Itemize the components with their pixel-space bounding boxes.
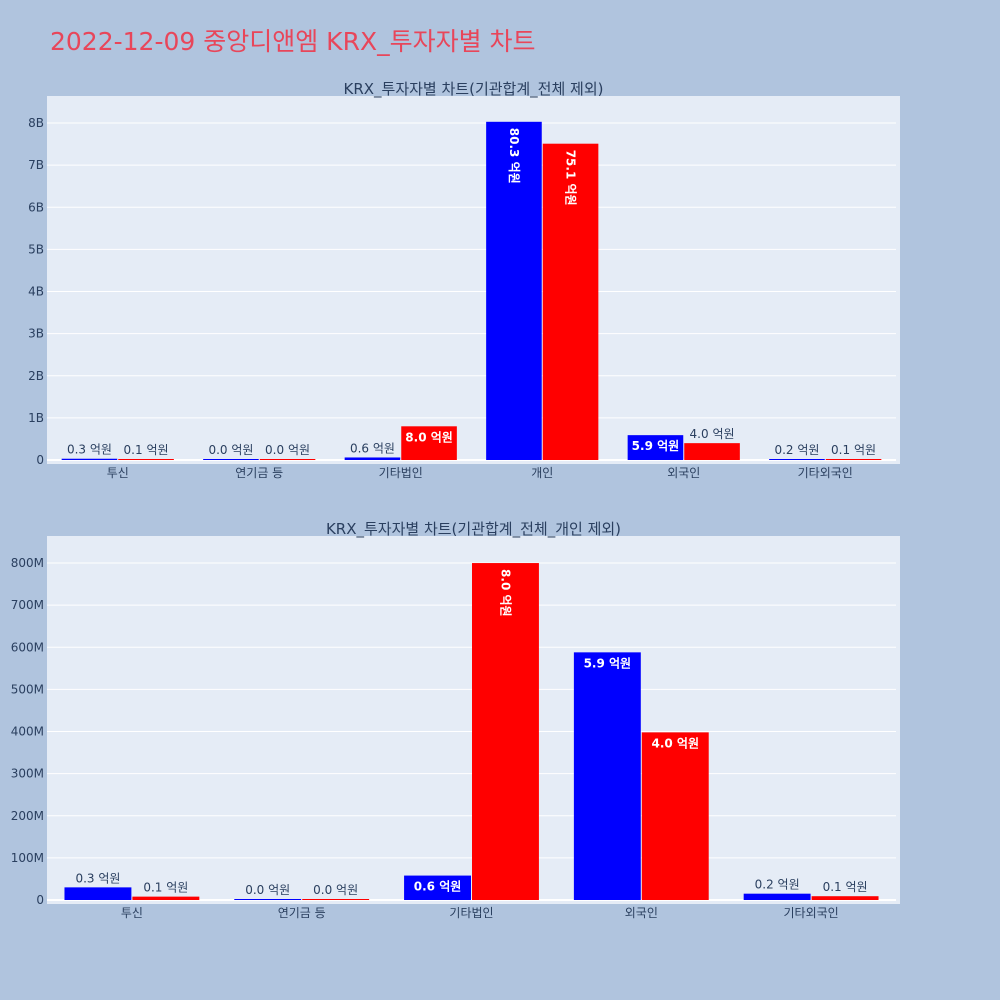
- data-label: 0.1 억원: [143, 881, 188, 895]
- bar: [61, 458, 118, 460]
- data-label: 0.3 억원: [67, 443, 112, 457]
- y-tick-label: 500M: [11, 682, 44, 696]
- chart-title: KRX_투자자별 차트(기관합계_전체_개인 제외): [326, 520, 621, 539]
- bar: [743, 893, 811, 900]
- y-tick-label: 2B: [28, 369, 44, 383]
- bar: [203, 459, 259, 460]
- bar: [486, 121, 542, 461]
- data-label: 0.3 억원: [75, 871, 120, 885]
- bar: [641, 732, 709, 900]
- data-label: 5.9 억원: [632, 439, 680, 453]
- data-label: 0.1 억원: [823, 880, 868, 894]
- data-label: 0.6 억원: [350, 441, 395, 455]
- bar: [825, 459, 882, 460]
- bar: [344, 457, 401, 460]
- bar: [64, 887, 132, 900]
- data-label: 0.0 억원: [313, 883, 358, 897]
- bar: [118, 459, 174, 460]
- bar: [542, 143, 599, 460]
- chart-2: 0 100M 200M 300M 400M 500M 600M 700M 800M KRX_투자자…: [11, 520, 900, 920]
- plot-area: [47, 96, 900, 464]
- x-tick-label: 연기금 등: [235, 466, 283, 480]
- x-tick-label: 기타외국인: [783, 906, 838, 920]
- data-label: 0.1 억원: [831, 443, 876, 457]
- y-tick-label: 400M: [11, 725, 44, 739]
- bar: [404, 875, 471, 900]
- y-tick-label: 8B: [28, 116, 44, 130]
- chart-1: 0 1B 2B 3B 4B 5B 6B 7B 8B KRX_투자자별 차트(기관합계_전체 제외)…: [28, 80, 900, 480]
- data-label: 0.2 억원: [774, 443, 819, 457]
- bar: [302, 899, 370, 900]
- y-tick-label: 600M: [11, 640, 44, 654]
- x-tick-label: 기타법인: [379, 466, 423, 480]
- data-label: 0.0 억원: [208, 443, 253, 457]
- data-label: 4.0 억원: [690, 427, 735, 441]
- bar: [259, 459, 316, 460]
- data-label: 0.1 억원: [124, 443, 169, 457]
- y-tick-label: 200M: [11, 809, 44, 823]
- bar: [472, 563, 539, 900]
- y-tick-label: 700M: [11, 598, 44, 612]
- bar: [627, 435, 684, 460]
- data-label: 80.3 억원: [507, 128, 521, 184]
- page-title: 2022-12-09 중앙디앤엠 KRX_투자자별 차트: [50, 27, 536, 56]
- bar: [234, 899, 302, 900]
- data-label: 0.0 억원: [245, 883, 290, 897]
- y-tick-label: 300M: [11, 767, 44, 781]
- data-label: 0.2 억원: [755, 878, 800, 892]
- y-tick-label: 0: [36, 453, 44, 467]
- y-tick-label: 0: [36, 893, 44, 907]
- x-tick-label: 연기금 등: [278, 906, 326, 920]
- y-tick-label: 5B: [28, 242, 44, 256]
- bar: [401, 426, 457, 460]
- data-label: 8.0 억원: [498, 569, 512, 617]
- data-label: 0.6 억원: [414, 880, 462, 894]
- bar: [132, 896, 200, 900]
- bar: [573, 652, 641, 900]
- data-label: 8.0 억원: [405, 430, 453, 444]
- y-tick-label: 100M: [11, 851, 44, 865]
- y-tick-label: 1B: [28, 411, 44, 425]
- data-label: 75.1 억원: [564, 150, 578, 206]
- y-tick-label: 7B: [28, 158, 44, 172]
- x-tick-label: 기타법인: [449, 906, 493, 920]
- x-tick-label: 기타외국인: [798, 466, 853, 480]
- bar: [769, 459, 825, 460]
- y-tick-label: 4B: [28, 285, 44, 299]
- x-tick-label: 투신: [107, 466, 129, 480]
- x-tick-label: 외국인: [625, 906, 658, 920]
- x-tick-label: 투신: [121, 906, 143, 920]
- x-tick-label: 개인: [531, 466, 553, 480]
- data-label: 0.0 억원: [265, 443, 310, 457]
- y-tick-label: 3B: [28, 327, 44, 341]
- x-tick-label: 외국인: [667, 466, 700, 480]
- y-tick-label: 6B: [28, 200, 44, 214]
- data-label: 4.0 억원: [651, 736, 699, 750]
- chart-title: KRX_투자자별 차트(기관합계_전체 제외): [344, 80, 604, 99]
- bar: [684, 443, 740, 460]
- data-label: 5.9 억원: [584, 656, 632, 670]
- y-tick-label: 800M: [11, 556, 44, 570]
- bar: [811, 896, 879, 900]
